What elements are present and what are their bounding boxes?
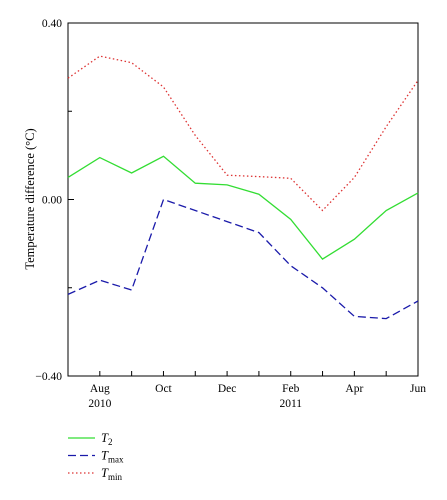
series-line-t2 [67,155,419,260]
legend-label-subscript: min [108,472,123,482]
legend-label-t2: T2 [101,431,112,447]
legend-label-main: T [101,431,109,445]
x-tick-year-label: 2010 [88,398,111,410]
legend-label-main: T [101,449,109,463]
legend-label-tmin: Tmin [101,466,122,482]
legend-label-tmax: Tmax [101,449,124,465]
x-tick-label: Aug [90,383,110,395]
y-tick-label: 0.40 [42,18,62,30]
series-layer [67,55,419,320]
plot-frame [67,22,419,377]
x-tick-label: Apr [345,383,363,395]
legend-label-subscript: max [108,455,124,465]
x-axis: Aug 2010 Oct Dec Feb 2011 Apr Jun [67,371,426,410]
x-tick-label: Oct [155,383,172,395]
y-axis-title: Temperature difference (°C) [23,128,37,269]
y-tick-label: 0.00 [42,195,62,207]
series-line-tmax [67,198,419,320]
y-axis: −0.40 0.00 0.40 [35,18,74,383]
x-tick-year-label: 2011 [279,398,302,410]
x-tick-label: Feb [282,383,300,395]
x-tick-label: Dec [218,383,237,395]
legend-label-subscript: 2 [108,437,113,447]
series-line-tmin [67,55,419,212]
y-tick-label: −0.40 [35,371,62,383]
legend-label-main: T [101,466,109,480]
x-tick-label: Jun [410,383,426,395]
